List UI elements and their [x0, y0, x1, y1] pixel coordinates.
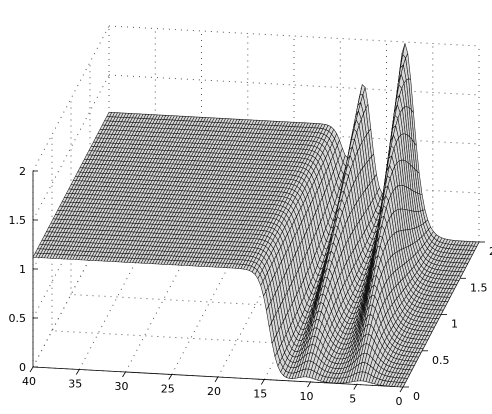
z-tick-label: 0	[19, 361, 26, 374]
x-tick-label: 15	[253, 388, 267, 401]
x-tick-label: 5	[349, 393, 356, 406]
y-tick-label: 2	[489, 245, 492, 258]
y-tick-label: 0.5	[432, 354, 450, 367]
x-tick-mark	[75, 369, 80, 375]
z-tick-label: 1.5	[9, 214, 27, 227]
x-tick-mark	[29, 366, 34, 373]
y-tick-label: 0	[413, 390, 420, 403]
back-wall-grid-z	[108, 25, 480, 47]
x-tick-mark	[168, 374, 173, 380]
back-wall-grid-z	[108, 74, 480, 96]
x-tick-mark	[353, 384, 358, 390]
x-tick-label: 30	[115, 380, 129, 393]
z-tick-label: 0.5	[9, 312, 27, 325]
x-tick-label: 40	[22, 375, 36, 388]
x-tick-label: 25	[161, 383, 175, 396]
x-tick-mark	[214, 376, 219, 383]
y-tick-label: 1.5	[470, 281, 488, 294]
z-tick-label: 2	[19, 165, 26, 178]
surface-mesh	[32, 43, 480, 388]
surface-patch	[399, 382, 406, 388]
x-tick-mark	[307, 381, 311, 388]
x-tick-mark	[260, 379, 265, 385]
x-tick-label: 20	[207, 385, 221, 398]
y-tick-label: 1	[451, 318, 458, 331]
x-tick-label: 10	[300, 390, 314, 403]
x-tick-mark	[122, 371, 126, 378]
z-tick-label: 1	[19, 263, 26, 276]
x-tick-label: 35	[68, 378, 82, 391]
x-tick-label: 0	[396, 395, 403, 408]
x-tick-mark	[399, 386, 404, 393]
